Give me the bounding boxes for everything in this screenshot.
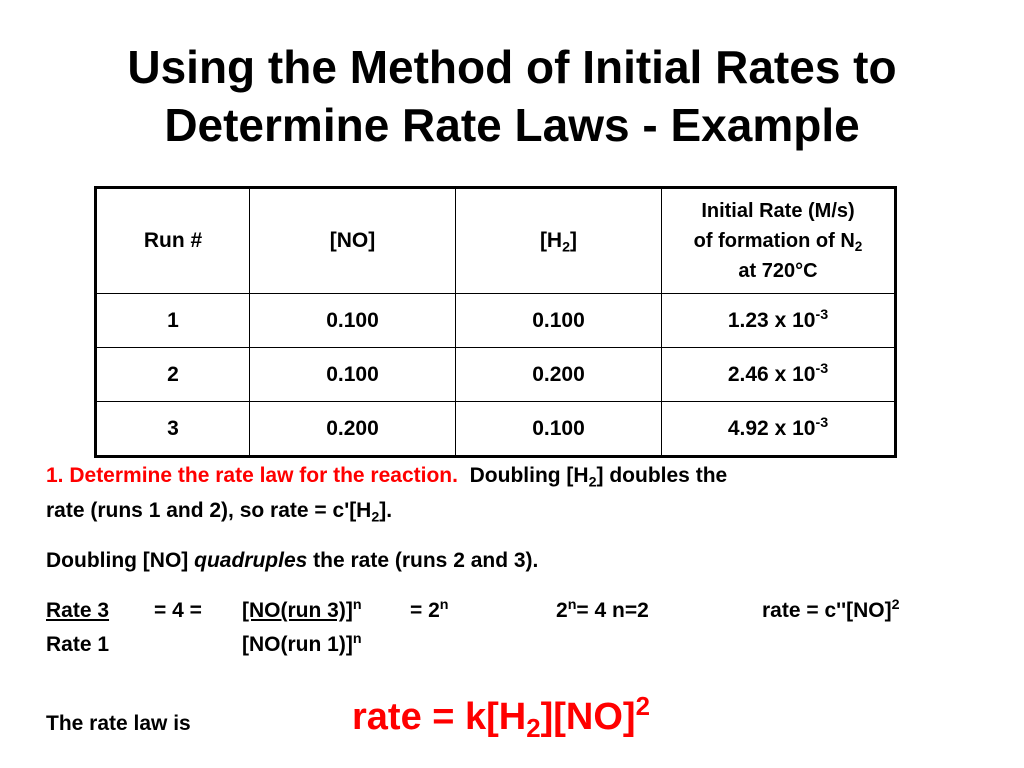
cell-no: 0.100 [249, 293, 456, 348]
final-rate-sub: 2 [526, 714, 541, 743]
ratio-equals-two-n: = 2n [410, 597, 449, 623]
ratio-denominator-exp: n [352, 631, 362, 648]
doubling-no-a: Doubling [NO] [46, 549, 195, 572]
cell-rate: 1.23 x 10-3 [661, 293, 896, 348]
header-run: Run # [95, 187, 250, 294]
cell-rate-exp: -3 [815, 360, 829, 377]
cell-run: 3 [95, 401, 250, 457]
header-no: [NO] [249, 187, 456, 294]
ratio-rate-expr-text: rate = c''[NO] [762, 599, 892, 622]
step1-text-b: ] doubles the [596, 464, 728, 487]
table-row: 3 0.200 0.100 4.92 x 10-3 [95, 401, 896, 457]
step1-line2-b: ]. [379, 499, 393, 522]
step1-line2-a: rate (runs 1 and 2), so rate = c'[H [46, 499, 372, 522]
header-h2-sub: 2 [562, 239, 571, 256]
cell-rate-base: 4.92 x 10 [727, 416, 816, 440]
final-rate-b: ][NO] [540, 696, 636, 738]
step1-line2-sub: 2 [371, 509, 380, 526]
header-initial-rate: Initial Rate (M/s) of formation of N2 at… [661, 187, 896, 294]
cell-rate-base: 2.46 x 10 [727, 362, 816, 386]
header-rate-line-1: Initial Rate (M/s) [701, 200, 855, 222]
cell-no: 0.200 [249, 401, 456, 457]
ratio-numerator-expr-text: [NO(run 3)] [242, 599, 353, 622]
cell-h2: 0.100 [455, 293, 662, 348]
table-header-row: Run # [NO] [H2] Initial Rate (M/s) of fo… [95, 187, 896, 294]
step1-sub-a: 2 [588, 474, 597, 491]
step1-line-2: rate (runs 1 and 2), so rate = c'[H2]. [46, 499, 393, 526]
cell-rate-exp: -3 [815, 414, 829, 431]
ratio-equals-four: = 4 = [154, 599, 202, 622]
table-row: 1 0.100 0.100 1.23 x 10-3 [95, 293, 896, 348]
ratio-rate-expr: rate = c''[NO]2 [762, 597, 900, 623]
final-rate-law: rate = k[H2][NO]2 [352, 692, 650, 742]
step1-text-a: Doubling [H [457, 464, 589, 487]
cell-rate-base: 1.23 x 10 [727, 308, 816, 332]
ratio-numerator-label: Rate 3 [46, 599, 110, 622]
initial-rates-table: Run # [NO] [H2] Initial Rate (M/s) of fo… [94, 186, 897, 458]
final-rate-a: rate = k[H [352, 696, 527, 738]
ratio-result-a: 2 [556, 599, 568, 622]
cell-no: 0.100 [249, 347, 456, 402]
step1-heading: 1. Determine the rate law for the reacti… [46, 464, 458, 487]
header-rate-line-2-sub: 2 [854, 239, 863, 255]
cell-run: 2 [95, 347, 250, 402]
cell-run: 1 [95, 293, 250, 348]
header-rate-line-2: of formation of N2 [662, 226, 894, 256]
ratio-result: 2n= 4 n=2 [556, 597, 649, 623]
header-h2: [H2] [455, 187, 662, 294]
slide-title: Using the Method of Initial Rates to Det… [0, 38, 1024, 154]
ratio-result-b: = 4 n=2 [576, 599, 649, 622]
ratio-numerator-expr: [NO(run 3)]n [242, 597, 362, 623]
header-h2-open: [H [539, 229, 563, 252]
ratio-denominator-label: Rate 1 [46, 633, 110, 656]
title-line-2: Determine Rate Laws - Example [164, 99, 860, 151]
conclusion-label: The rate law is [46, 712, 191, 735]
ratio-denominator-expr-text: [NO(run 1)] [242, 633, 353, 656]
step1-line-1: 1. Determine the rate law for the reacti… [46, 464, 728, 491]
cell-h2: 0.100 [455, 401, 662, 457]
doubling-no-italic: quadruples [194, 549, 308, 572]
cell-rate: 2.46 x 10-3 [661, 347, 896, 402]
doubling-no-line: Doubling [NO] quadruples the rate (runs … [46, 549, 538, 573]
ratio-eq2-text: = 2 [410, 599, 440, 622]
ratio-numerator-exp: n [352, 597, 362, 614]
header-h2-close: ] [570, 229, 578, 252]
ratio-result-exp: n [567, 597, 577, 614]
cell-h2: 0.200 [455, 347, 662, 402]
header-rate-line-2-text: of formation of N [693, 230, 855, 252]
doubling-no-b: the rate (runs 2 and 3). [307, 549, 539, 572]
cell-rate: 4.92 x 10-3 [661, 401, 896, 457]
ratio-eq2-exp: n [439, 597, 449, 614]
ratio-denominator-expr: [NO(run 1)]n [242, 631, 362, 657]
table-row: 2 0.100 0.200 2.46 x 10-3 [95, 347, 896, 402]
title-line-1: Using the Method of Initial Rates to [127, 41, 897, 93]
final-rate-exp: 2 [635, 692, 650, 721]
cell-rate-exp: -3 [815, 306, 829, 323]
header-rate-line-3: at 720°C [738, 260, 818, 282]
ratio-rate-exp: 2 [891, 597, 900, 614]
